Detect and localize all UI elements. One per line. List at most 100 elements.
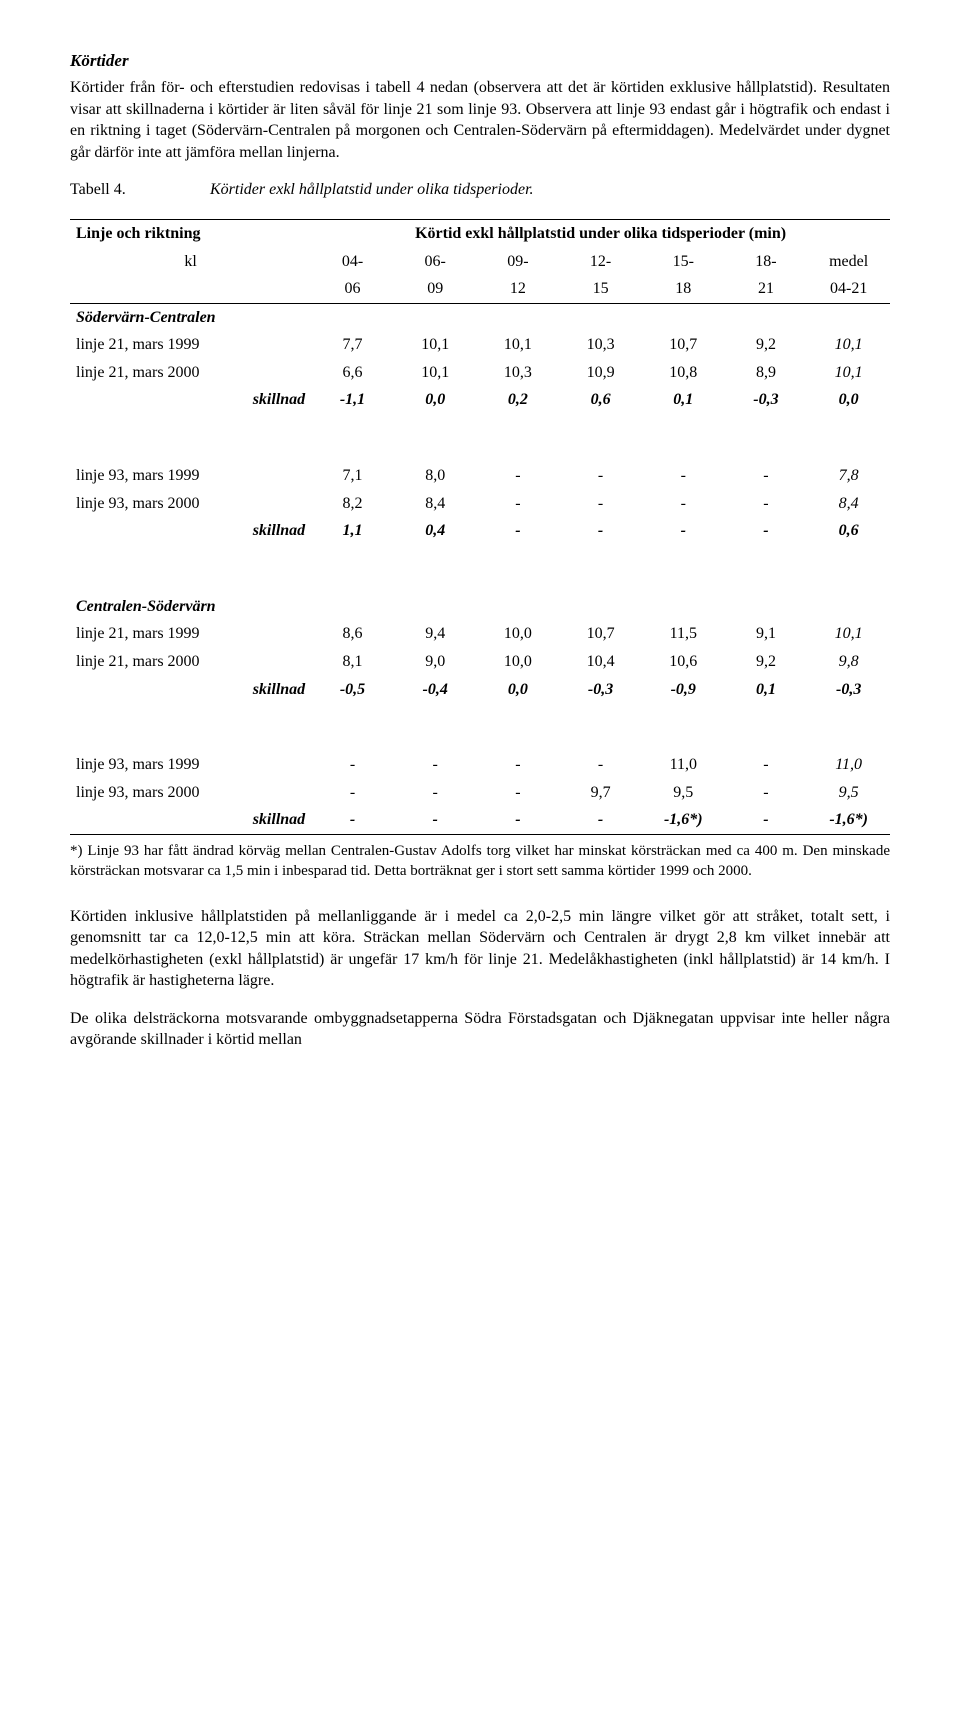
paragraph-body: Körtiden inklusive hållplatstiden på mel… xyxy=(70,906,890,992)
table-row: skillnad - - - - -1,6*) - -1,6*) xyxy=(70,806,890,834)
paragraph-intro: Körtider från för- och efterstudien redo… xyxy=(70,77,890,163)
cell: 10,6 xyxy=(642,648,725,676)
cell: - xyxy=(725,490,808,518)
cell: - xyxy=(311,751,394,779)
cell: 10,9 xyxy=(559,359,642,387)
cell: - xyxy=(311,806,394,834)
row-label: linje 21, mars 1999 xyxy=(70,620,311,648)
cell: - xyxy=(559,490,642,518)
hdr-c3b: 12 xyxy=(477,275,560,303)
section-title: Centralen-Södervärn xyxy=(70,593,311,621)
row-label: linje 93, mars 2000 xyxy=(70,779,311,807)
cell: 0,2 xyxy=(477,386,560,414)
hdr-c7b: 04-21 xyxy=(807,275,890,303)
hdr-c5a: 15- xyxy=(642,248,725,276)
cell: 10,0 xyxy=(477,620,560,648)
cell: 8,0 xyxy=(394,462,477,490)
cell: -1,1 xyxy=(311,386,394,414)
cell: 8,4 xyxy=(394,490,477,518)
table-row: linje 93, mars 1999 7,1 8,0 - - - - 7,8 xyxy=(70,462,890,490)
cell: 10,3 xyxy=(477,359,560,387)
cell: 9,1 xyxy=(725,620,808,648)
hdr-linje: Linje och riktning xyxy=(70,219,311,247)
cell: -0,9 xyxy=(642,676,725,704)
cell: 10,1 xyxy=(394,359,477,387)
cell: 11,5 xyxy=(642,620,725,648)
cell: 9,8 xyxy=(807,648,890,676)
cell: 8,6 xyxy=(311,620,394,648)
cell: -0,4 xyxy=(394,676,477,704)
cell: 10,1 xyxy=(394,331,477,359)
cell: 10,7 xyxy=(559,620,642,648)
cell: - xyxy=(642,490,725,518)
cell: 7,1 xyxy=(311,462,394,490)
cell: - xyxy=(559,806,642,834)
cell: - xyxy=(477,779,560,807)
cell: - xyxy=(725,517,808,545)
cell: 0,6 xyxy=(559,386,642,414)
cell: 11,0 xyxy=(807,751,890,779)
hdr-c2b: 09 xyxy=(394,275,477,303)
cell: - xyxy=(311,779,394,807)
cell: 0,0 xyxy=(807,386,890,414)
table-row: linje 21, mars 2000 6,6 10,1 10,3 10,9 1… xyxy=(70,359,890,387)
cell: -1,6*) xyxy=(642,806,725,834)
row-label: linje 93, mars 1999 xyxy=(70,751,311,779)
cell: 9,5 xyxy=(807,779,890,807)
table-row: linje 93, mars 1999 - - - - 11,0 - 11,0 xyxy=(70,751,890,779)
cell: 7,8 xyxy=(807,462,890,490)
cell: 0,6 xyxy=(807,517,890,545)
cell: - xyxy=(725,462,808,490)
cell: 8,2 xyxy=(311,490,394,518)
cell: - xyxy=(477,490,560,518)
table-row: skillnad -1,1 0,0 0,2 0,6 0,1 -0,3 0,0 xyxy=(70,386,890,414)
hdr-kl: kl xyxy=(70,248,311,276)
table-label: Tabell 4. xyxy=(70,179,210,201)
row-label: linje 21, mars 1999 xyxy=(70,331,311,359)
cell: - xyxy=(394,779,477,807)
cell: 8,9 xyxy=(725,359,808,387)
cell: 0,0 xyxy=(477,676,560,704)
row-label: skillnad xyxy=(70,806,311,834)
cell: -1,6*) xyxy=(807,806,890,834)
cell: - xyxy=(559,751,642,779)
row-label: linje 21, mars 2000 xyxy=(70,648,311,676)
hdr-c7a: medel xyxy=(807,248,890,276)
cell: 9,4 xyxy=(394,620,477,648)
cell: 10,3 xyxy=(559,331,642,359)
table-footnote: *) Linje 93 har fått ändrad körväg mella… xyxy=(70,841,890,882)
hdr-c3a: 09- xyxy=(477,248,560,276)
cell: 9,5 xyxy=(642,779,725,807)
table-row: Södervärn-Centralen xyxy=(70,303,890,331)
cell: - xyxy=(725,751,808,779)
cell: 8,4 xyxy=(807,490,890,518)
table-row: linje 21, mars 1999 7,7 10,1 10,1 10,3 1… xyxy=(70,331,890,359)
table-row: Centralen-Södervärn xyxy=(70,593,890,621)
table-caption: Tabell 4. Körtider exkl hållplatstid und… xyxy=(70,179,890,201)
cell: 11,0 xyxy=(642,751,725,779)
hdr-c1a: 04- xyxy=(311,248,394,276)
cell: 10,4 xyxy=(559,648,642,676)
cell: - xyxy=(477,751,560,779)
cell: 0,0 xyxy=(394,386,477,414)
cell: - xyxy=(394,751,477,779)
table-row: linje 93, mars 2000 8,2 8,4 - - - - 8,4 xyxy=(70,490,890,518)
cell: 1,1 xyxy=(311,517,394,545)
hdr-c2a: 06- xyxy=(394,248,477,276)
cell: - xyxy=(642,462,725,490)
hdr-c6b: 21 xyxy=(725,275,808,303)
cell: - xyxy=(477,806,560,834)
cell: - xyxy=(559,462,642,490)
row-label: skillnad xyxy=(70,386,311,414)
cell: - xyxy=(725,779,808,807)
row-label: linje 93, mars 2000 xyxy=(70,490,311,518)
row-label: skillnad xyxy=(70,517,311,545)
paragraph-body: De olika delsträckorna motsvarande ombyg… xyxy=(70,1008,890,1051)
cell: 0,1 xyxy=(642,386,725,414)
cell: 10,8 xyxy=(642,359,725,387)
cell: -0,3 xyxy=(559,676,642,704)
row-label: skillnad xyxy=(70,676,311,704)
hdr-c6a: 18- xyxy=(725,248,808,276)
cell: 0,1 xyxy=(725,676,808,704)
section-title: Södervärn-Centralen xyxy=(70,303,311,331)
